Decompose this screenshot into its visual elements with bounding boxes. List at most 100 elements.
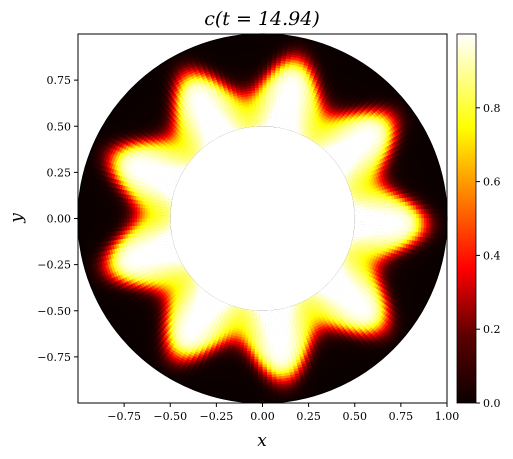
heatmap-cell [256, 313, 260, 317]
heatmap-cell [262, 310, 266, 314]
heatmap-cell [357, 221, 361, 225]
heatmap-cell [361, 206, 366, 210]
heatmap-cell [256, 310, 261, 314]
heatmap-cell [191, 287, 196, 292]
heatmap-cell [265, 313, 269, 317]
heatmap-cell [259, 315, 263, 320]
heatmap-cell [359, 226, 363, 231]
heatmap-cell [354, 207, 358, 211]
heatmap-cell [162, 212, 166, 216]
heatmap-cell [185, 281, 190, 286]
heatmap-cell [164, 207, 169, 211]
heatmap-cell [167, 218, 171, 222]
heatmap-cell [167, 210, 171, 214]
heatmap-cell [161, 218, 166, 222]
heatmap-cell [270, 118, 275, 122]
heatmap-cell [253, 118, 257, 122]
heatmap-cell [265, 118, 269, 122]
heatmap-annulus [78, 34, 447, 403]
heatmap-cell [250, 315, 255, 319]
heatmap-cell [356, 226, 361, 230]
heatmap-cell [265, 310, 269, 314]
heatmap-cell [331, 147, 336, 152]
heatmap-cell [354, 226, 358, 230]
heatmap-cell [162, 221, 166, 225]
heatmap-cell [270, 120, 274, 125]
heatmap-cell [167, 207, 171, 211]
heatmap-cell [262, 123, 266, 127]
heatmap-cell [333, 149, 338, 154]
heatmap-cell [167, 221, 171, 225]
heatmap-cell [359, 218, 364, 222]
heatmap-cell [193, 143, 198, 148]
heatmap-cell [359, 206, 363, 211]
heatmap-cell [335, 151, 340, 156]
heatmap-cell [354, 220, 358, 225]
heatmap-cell [189, 285, 194, 290]
heatmap-cell [356, 223, 361, 228]
heatmap-cell [254, 310, 258, 314]
heatmap-cell [253, 123, 258, 127]
heatmap-cell [357, 212, 361, 216]
heatmap-cell [250, 118, 255, 122]
heatmap-cell [270, 123, 274, 127]
heatmap-cell [253, 312, 258, 317]
heatmap-cell [164, 218, 168, 222]
heatmap-cell [356, 209, 361, 213]
heatmap-cell [251, 312, 255, 317]
heatmap-cell [327, 289, 332, 294]
heatmap-cell [265, 120, 269, 124]
heatmap-cell [359, 223, 363, 228]
heatmap-cell [262, 117, 266, 122]
heatmap-cell [251, 123, 255, 127]
heatmap-cell [259, 313, 263, 317]
heatmap-cell [268, 312, 272, 317]
heatmap-cell [259, 310, 263, 314]
heatmap-cell [251, 310, 255, 314]
heatmap-cell [329, 287, 334, 292]
heatmap-cell [161, 215, 166, 219]
heatmap-cell [193, 289, 198, 294]
heatmap-cell [164, 215, 168, 219]
heatmap-cell [270, 315, 275, 319]
heatmap-cell [167, 212, 171, 217]
heatmap-cell [164, 221, 168, 225]
heatmap-cell [167, 223, 171, 228]
heatmap-cell [354, 218, 358, 222]
heatmap-cell [362, 212, 366, 216]
heatmap-cell [359, 212, 363, 216]
heatmap-cell [359, 215, 364, 219]
heatmap-cell [162, 226, 166, 231]
heatmap-cell [256, 118, 260, 122]
heatmap-cell [359, 209, 363, 213]
heatmap-cell [167, 215, 171, 219]
heatmap-cell [167, 226, 171, 230]
heatmap-cell [267, 118, 272, 122]
heatmap-cell [357, 218, 361, 222]
heatmap-cell [250, 120, 255, 125]
heatmap-cell [253, 120, 257, 125]
heatmap-cell [268, 315, 272, 319]
heatmap-cell [164, 209, 169, 214]
heatmap-cell [270, 312, 275, 317]
heatmap-cell [195, 141, 200, 146]
heatmap-cell [164, 224, 169, 228]
heatmap-cell [359, 221, 363, 225]
heatmap-cell [262, 120, 266, 124]
heatmap-cell [354, 209, 358, 214]
heatmap-cell [259, 117, 263, 122]
plot-area: −0.75 −0.50 −0.25 0.00 0.25 0.50 0.75 1.00 0.75… [37, 33, 459, 423]
chart-title: c(t = 14.94) [204, 8, 320, 30]
heatmap-cell [162, 224, 166, 228]
heatmap-cell [259, 120, 263, 124]
heatmap-cell [262, 313, 266, 317]
heatmap-cell [187, 149, 192, 154]
heatmap-cell [256, 120, 260, 124]
heatmap-cell [267, 123, 271, 127]
heatmap-cell [259, 123, 263, 127]
heatmap-cell [325, 291, 330, 296]
heatmap-cell [164, 212, 168, 216]
heatmap-cell [256, 315, 260, 319]
heatmap-cell [331, 285, 336, 290]
heatmap-cell [267, 120, 272, 125]
